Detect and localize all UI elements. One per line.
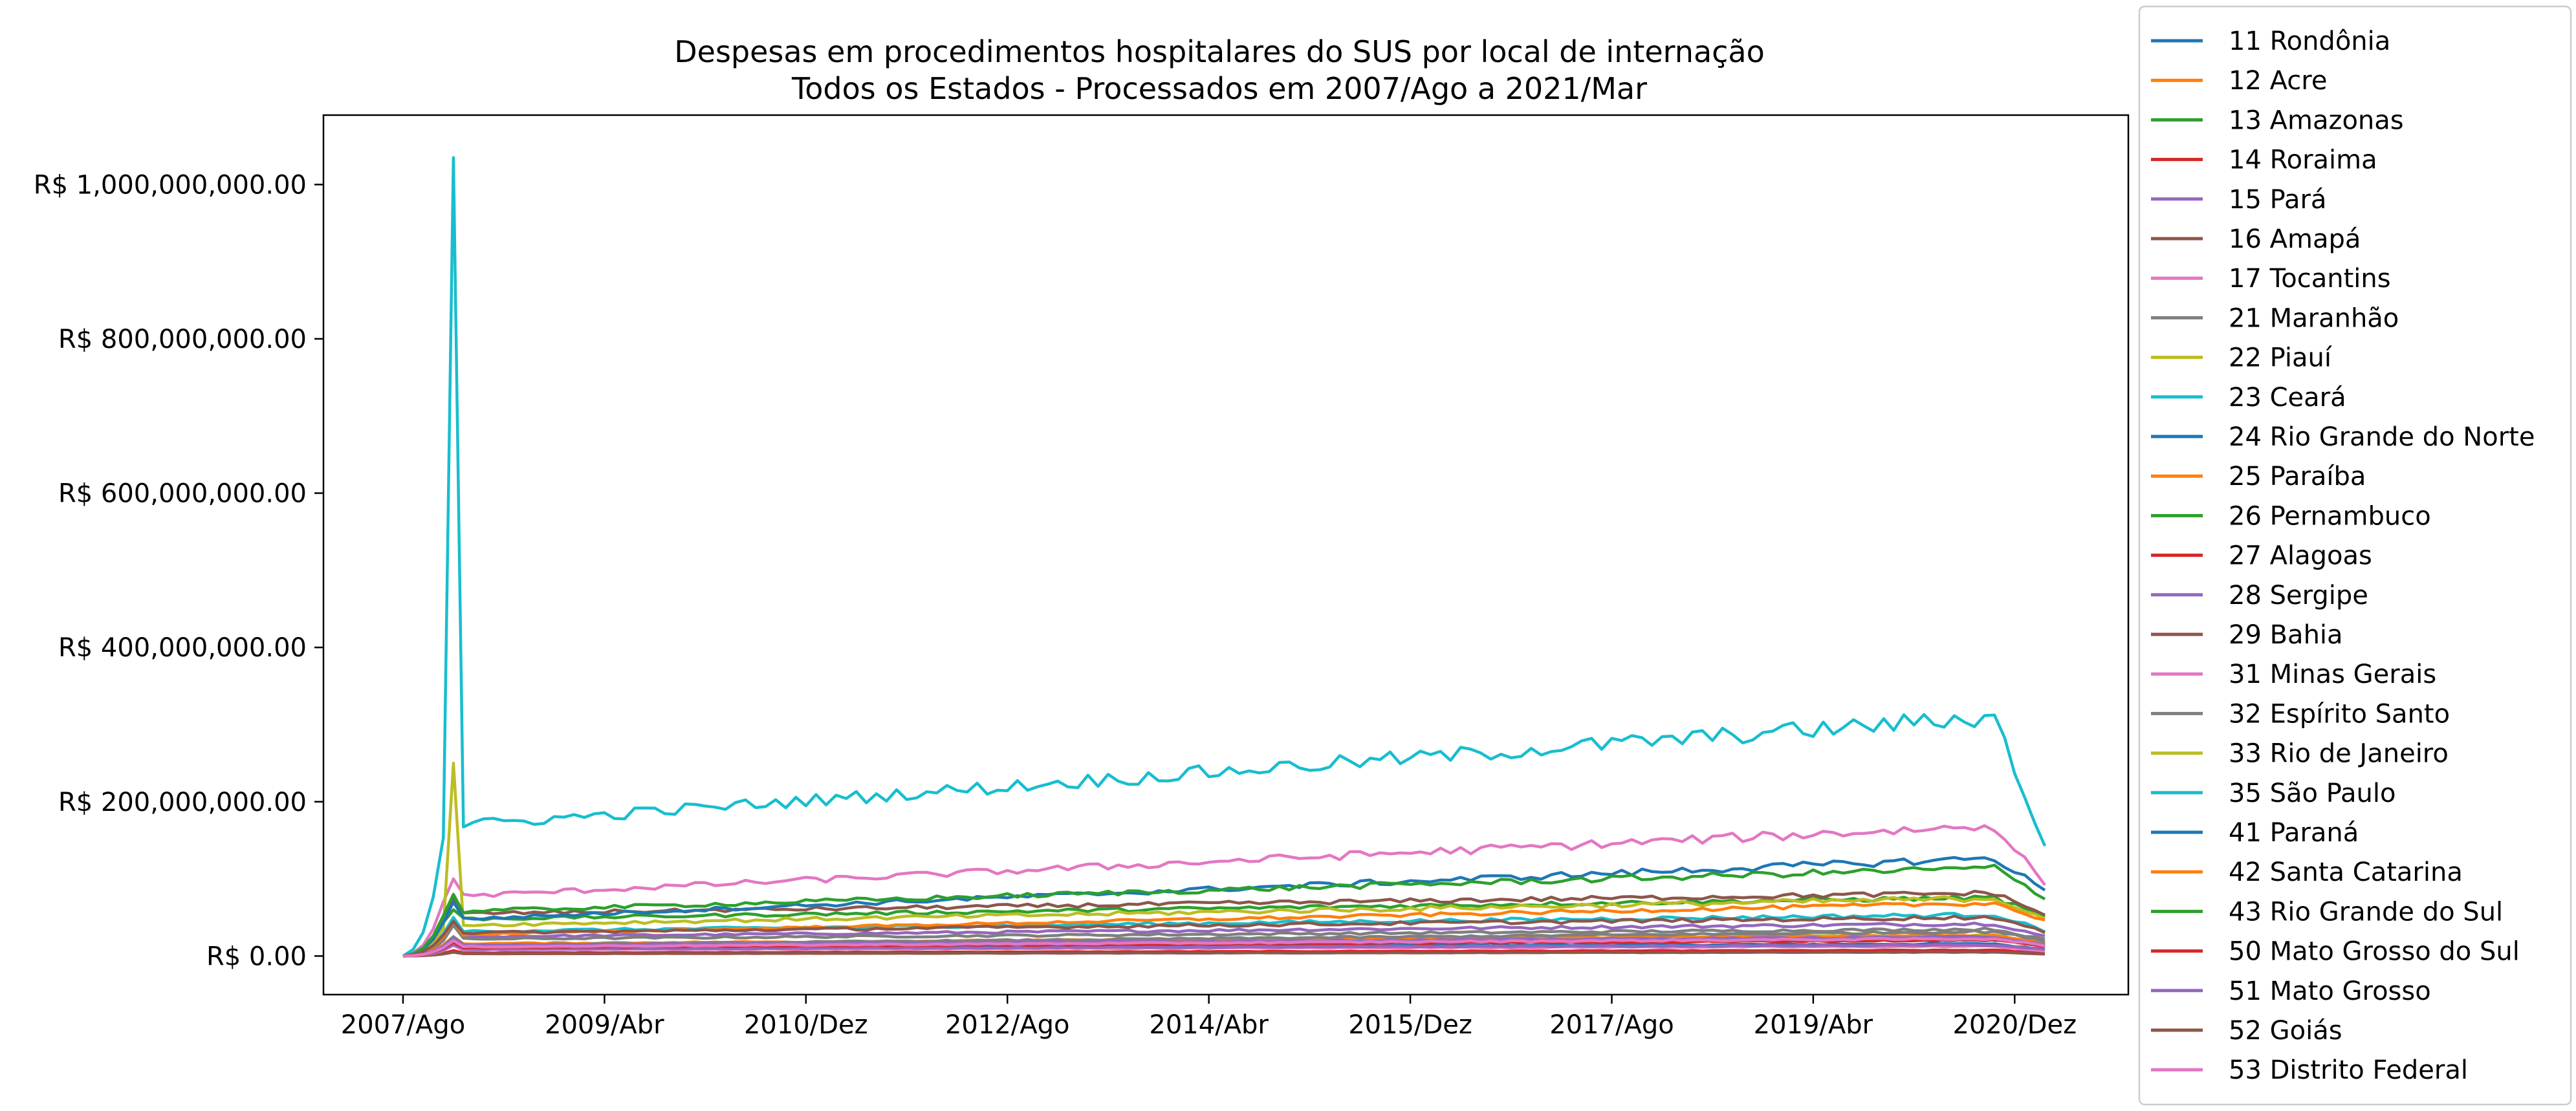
legend: 11 Rondônia 12 Acre 13 Amazonas 14 Roraima 1… — [2138, 5, 2572, 1106]
x-axis: 2007/Ago 2009/Abr 2010/Dez 2012/Ago 2014/Abr… — [341, 995, 2077, 1040]
legend-label: 25 Paraíba — [2229, 462, 2366, 491]
legend-label: 11 Rondônia — [2229, 27, 2390, 56]
legend-label: 12 Acre — [2229, 66, 2327, 96]
legend-label: 13 Amazonas — [2229, 105, 2404, 135]
x-tick-label: 2007/Ago — [341, 1010, 466, 1040]
legend-label: 53 Distrito Federal — [2229, 1055, 2468, 1085]
legend-label: 28 Sergipe — [2229, 581, 2368, 610]
series-line-19 — [402, 156, 2047, 958]
legend-label: 35 São Paulo — [2229, 779, 2396, 808]
legend-label: 23 Ceará — [2229, 383, 2346, 413]
legend-label: 43 Rio Grande do Sul — [2229, 897, 2503, 927]
series-layer — [402, 156, 2047, 958]
x-tick-label: 2014/Abr — [1149, 1010, 1269, 1040]
legend-label: 14 Roraima — [2229, 146, 2377, 175]
series-line-26 — [402, 936, 2046, 958]
legend-label: 16 Amapá — [2229, 224, 2361, 254]
legend-label: 42 Santa Catarina — [2229, 858, 2463, 887]
chart-title: Despesas em procedimentos hospitalares d… — [674, 34, 1765, 69]
series-line-5 — [402, 950, 2046, 958]
y-axis: R$ 0.00 R$ 200,000,000.00 R$ 400,000,000.0… — [34, 170, 323, 971]
series-line-7 — [402, 923, 2046, 958]
legend-label: 31 Minas Gerais — [2229, 660, 2436, 689]
y-tick-label: R$ 200,000,000.00 — [58, 788, 307, 817]
series-line-18 — [402, 761, 2046, 958]
y-tick-label: R$ 1,000,000,000.00 — [34, 170, 307, 200]
legend-label: 21 Maranhão — [2229, 303, 2399, 333]
legend-label: 33 Rio de Janeiro — [2229, 739, 2449, 769]
y-tick-label: R$ 600,000,000.00 — [58, 479, 307, 509]
legend-label: 41 Paraná — [2229, 818, 2359, 848]
x-tick-label: 2015/Dez — [1348, 1010, 1472, 1040]
chart-subtitle: Todos os Estados - Processados em 2007/A… — [791, 71, 1647, 106]
y-tick-label: R$ 0.00 — [206, 942, 307, 971]
x-tick-label: 2010/Dez — [744, 1010, 868, 1040]
series-line-25 — [402, 914, 2046, 958]
x-tick-label: 2019/Abr — [1754, 1010, 1873, 1040]
series-line-14 — [402, 943, 2046, 958]
x-tick-label: 2009/Abr — [545, 1010, 664, 1040]
series-line-22 — [402, 863, 2046, 958]
legend-label: 24 Rio Grande do Norte — [2229, 422, 2535, 452]
x-tick-label: 2020/Dez — [1952, 1010, 2077, 1040]
legend-label: 17 Tocantins — [2229, 264, 2391, 294]
legend-frame — [2138, 5, 2572, 1106]
legend-label: 29 Bahia — [2229, 620, 2343, 650]
series-line-16 — [402, 824, 2046, 958]
y-tick-label: R$ 400,000,000.00 — [58, 633, 307, 663]
series-line-4 — [402, 920, 2046, 958]
legend-label: 52 Goiás — [2229, 1016, 2342, 1046]
legend-label: 22 Piauí — [2229, 343, 2333, 373]
series-line-15 — [402, 889, 2046, 958]
y-tick-label: R$ 800,000,000.00 — [58, 325, 307, 354]
legend-label: 51 Mato Grosso — [2229, 976, 2431, 1006]
legend-label: 15 Pará — [2229, 185, 2326, 215]
legend-label: 50 Mato Grosso do Sul — [2229, 937, 2520, 967]
x-tick-label: 2017/Ago — [1549, 1010, 1674, 1040]
x-tick-label: 2012/Ago — [945, 1010, 1070, 1040]
plot-frame — [322, 114, 2130, 996]
legend-label: 26 Pernambuco — [2229, 501, 2431, 531]
legend-label: 27 Alagoas — [2229, 541, 2372, 571]
legend-label: 32 Espírito Santo — [2229, 699, 2450, 729]
